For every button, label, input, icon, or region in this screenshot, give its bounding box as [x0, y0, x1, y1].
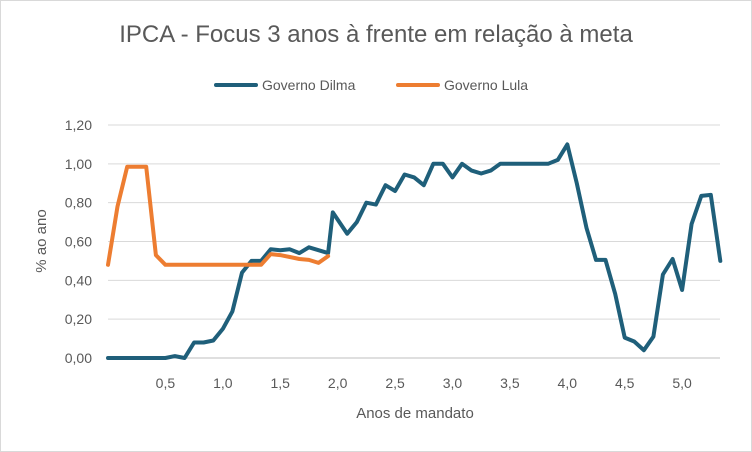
series-line-1 [106, 164, 331, 267]
y-axis-title: % ao ano [33, 209, 50, 272]
x-tick-label: 3,5 [500, 375, 520, 391]
y-tick-label: 0,60 [65, 234, 92, 250]
x-tick-label: 4,5 [615, 375, 635, 391]
y-tick-label: 1,00 [65, 156, 92, 172]
x-tick-label: 5,0 [672, 375, 692, 391]
x-tick-label: 2,5 [385, 375, 405, 391]
x-tick-label: 3,0 [443, 375, 463, 391]
x-tick-label: 0,5 [156, 375, 176, 391]
series-line-0 [106, 142, 723, 360]
x-axis-title: Anos de mandato [356, 405, 474, 422]
legend: Governo Dilma Governo Lula [214, 77, 528, 93]
gridlines [108, 124, 720, 359]
x-tick-label: 1,0 [213, 375, 233, 391]
y-axis-ticks: 0,00 0,20 0,40 0,60 0,80 1,00 1,20 [65, 117, 92, 366]
x-tick-label: 1,5 [270, 375, 290, 391]
y-tick-label: 1,20 [65, 117, 92, 133]
x-tick-label: 4,0 [558, 375, 578, 391]
legend-label-1: Governo Lula [444, 77, 528, 93]
y-tick-label: 0,00 [65, 350, 92, 366]
y-tick-label: 0,40 [65, 272, 92, 288]
y-tick-label: 0,80 [65, 195, 92, 211]
y-tick-label: 0,20 [65, 311, 92, 327]
chart-title: IPCA - Focus 3 anos à frente em relação … [119, 21, 633, 48]
x-tick-label: 2,0 [328, 375, 348, 391]
series-lines [106, 142, 723, 360]
x-axis-ticks: 0,5 1,0 1,5 2,0 2,5 3,0 3,5 4,0 4,5 5,0 [156, 375, 692, 391]
legend-label-0: Governo Dilma [262, 77, 356, 93]
